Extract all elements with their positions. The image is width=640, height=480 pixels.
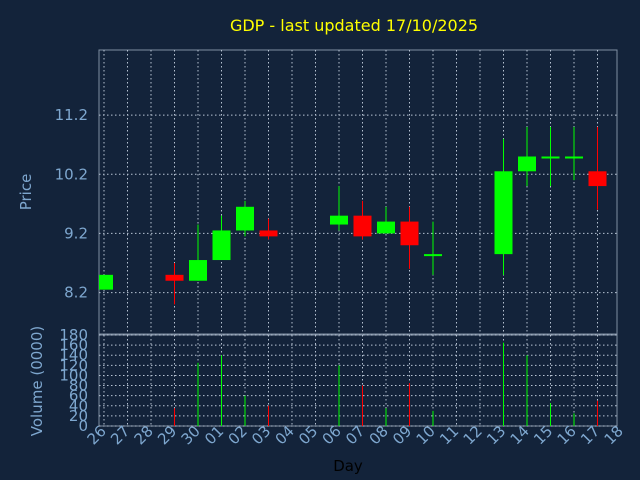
candle-body: [212, 230, 231, 261]
volume-axis-label: Volume (0000): [28, 326, 46, 436]
candle: [330, 186, 348, 231]
candle-body: [259, 230, 278, 237]
candle: [424, 221, 442, 275]
candlesticks: [99, 126, 607, 305]
candle-body: [236, 206, 254, 231]
price-tick-label: 10.2: [55, 165, 88, 183]
volume-tick-label: 20: [69, 407, 88, 425]
candle-body: [189, 260, 207, 281]
candle: [165, 263, 184, 305]
volume-tick-label: 60: [69, 387, 88, 405]
candle-body: [588, 171, 607, 187]
candle: [400, 206, 419, 269]
price-tick-label: 11.2: [55, 106, 88, 124]
candle: [259, 218, 278, 240]
volume-tick-label: 0: [78, 417, 88, 435]
candle: [518, 126, 536, 187]
candle: [212, 215, 231, 261]
candle-body: [377, 221, 395, 234]
chart-title: GDP - last updated 17/10/2025: [230, 16, 478, 35]
price-panel: 8.2 9.2 10.2 11.2 Price: [17, 49, 618, 335]
candle-body: [565, 156, 583, 159]
price-axis-label: Price: [17, 174, 35, 211]
candle-body: [494, 171, 513, 255]
volume-tick-label: 80: [69, 377, 88, 395]
candle: [99, 274, 113, 290]
candle: [494, 138, 513, 275]
price-tick-label: 9.2: [64, 224, 88, 242]
volume-bars: [174, 342, 598, 426]
candle-body: [541, 156, 560, 159]
price-tick-label: 8.2: [64, 284, 88, 302]
candle-body: [330, 215, 348, 225]
candle: [236, 200, 254, 237]
candle: [588, 126, 607, 210]
volume-tick-label: 40: [69, 397, 88, 415]
candle-body: [400, 221, 419, 246]
candle: [565, 126, 583, 181]
price-y-tick-labels: 8.2 9.2 10.2 11.2: [55, 106, 88, 302]
price-plot-area: [98, 49, 618, 335]
candle-body: [165, 274, 184, 281]
candle: [353, 200, 372, 240]
candle: [377, 206, 395, 234]
x-axis-label: Day: [333, 457, 363, 475]
candle: [541, 126, 560, 187]
candle: [189, 224, 207, 281]
volume-plot-area: [98, 334, 618, 427]
volume-tick-label: 120: [59, 356, 88, 374]
volume-tick-label: 180: [59, 326, 88, 344]
candle-body: [353, 215, 372, 237]
candle-body: [99, 274, 113, 290]
volume-tick-label: 140: [59, 346, 88, 364]
candle-body: [424, 254, 442, 257]
day-tick-labels: 2627282930010203040506070809101112131415…: [84, 422, 627, 448]
volume-tick-label: 100: [59, 366, 88, 384]
volume-tick-label: 160: [59, 336, 88, 354]
candle-body: [518, 156, 536, 172]
